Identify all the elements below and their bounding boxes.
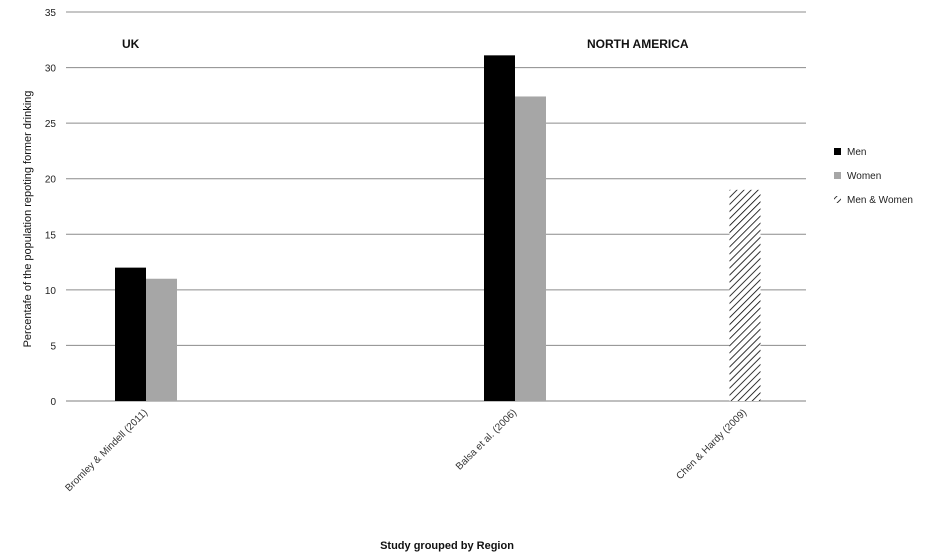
legend-item-men: Men bbox=[834, 147, 866, 158]
gridlines bbox=[66, 11, 806, 402]
y-tick-label: 25 bbox=[45, 119, 57, 130]
legend-swatch-men-and-women bbox=[834, 196, 841, 203]
bars bbox=[115, 55, 761, 402]
x-axis-title: Study grouped by Region bbox=[380, 540, 514, 552]
y-tick-label: 0 bbox=[50, 397, 56, 408]
legend-swatch-men bbox=[834, 148, 841, 155]
region-label-uk: UK bbox=[122, 37, 140, 51]
y-tick-label: 15 bbox=[45, 230, 57, 241]
bar-men-women-3 bbox=[729, 189, 761, 401]
bar-men-2 bbox=[484, 55, 515, 402]
y-tick-label: 5 bbox=[50, 341, 56, 352]
bar-men-1 bbox=[115, 267, 146, 401]
legend-label-men-and-women: Men & Women bbox=[847, 195, 913, 206]
legend-item-men-and-women: Men & Women bbox=[834, 195, 913, 206]
bar-women-1 bbox=[146, 278, 177, 401]
category-labels: Bromley & Mindell (2011) Balsa et al. (20… bbox=[63, 407, 749, 494]
y-tick-label: 35 bbox=[45, 8, 57, 19]
category-label: Bromley & Mindell (2011) bbox=[63, 407, 150, 494]
category-label: Chen & Hardy (2009) bbox=[675, 407, 750, 482]
y-tick-label: 20 bbox=[45, 175, 57, 186]
y-axis-title: Percentafe of the population repoting fo… bbox=[22, 91, 34, 348]
legend: Men Women Men & Women bbox=[834, 147, 913, 206]
legend-label-women: Women bbox=[847, 171, 881, 182]
region-label-north-america: NORTH AMERICA bbox=[587, 37, 689, 51]
y-tick-label: 10 bbox=[45, 286, 57, 297]
legend-item-women: Women bbox=[834, 171, 881, 182]
y-tick-labels: 0 5 10 15 20 25 30 35 bbox=[45, 8, 57, 408]
category-label: Balsa et al. (2006) bbox=[454, 407, 519, 472]
y-tick-label: 30 bbox=[45, 64, 57, 75]
bar-women-2 bbox=[515, 96, 546, 402]
legend-swatch-women bbox=[834, 172, 841, 179]
legend-label-men: Men bbox=[847, 147, 866, 158]
